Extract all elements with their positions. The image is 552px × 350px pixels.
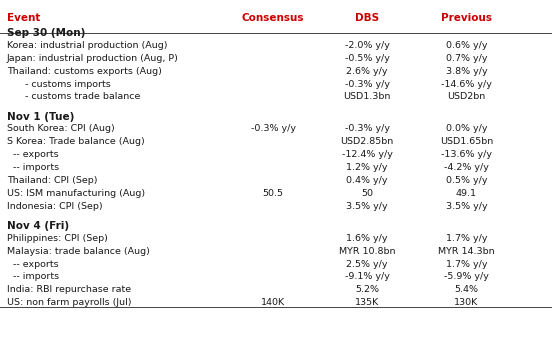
Text: 2.5% y/y: 2.5% y/y bbox=[346, 260, 388, 268]
Text: 50: 50 bbox=[361, 189, 373, 198]
Text: -- imports: -- imports bbox=[7, 163, 59, 172]
Text: -14.6% y/y: -14.6% y/y bbox=[441, 79, 492, 89]
Text: -0.3% y/y: -0.3% y/y bbox=[344, 79, 390, 89]
Text: USD1.65bn: USD1.65bn bbox=[440, 137, 493, 146]
Text: 0.5% y/y: 0.5% y/y bbox=[445, 176, 487, 185]
Text: Nov 1 (Tue): Nov 1 (Tue) bbox=[7, 112, 74, 121]
Text: 1.7% y/y: 1.7% y/y bbox=[445, 234, 487, 243]
Text: Japan: industrial production (Aug, P): Japan: industrial production (Aug, P) bbox=[7, 54, 178, 63]
Text: -5.9% y/y: -5.9% y/y bbox=[444, 272, 489, 281]
Text: 1.6% y/y: 1.6% y/y bbox=[346, 234, 388, 243]
Text: USD1.3bn: USD1.3bn bbox=[343, 92, 391, 102]
Text: -2.0% y/y: -2.0% y/y bbox=[344, 41, 390, 50]
Text: USD2.85bn: USD2.85bn bbox=[341, 137, 394, 146]
Text: Thailand: customs exports (Aug): Thailand: customs exports (Aug) bbox=[7, 66, 162, 76]
Text: -0.3% y/y: -0.3% y/y bbox=[344, 125, 390, 133]
Text: South Korea: CPI (Aug): South Korea: CPI (Aug) bbox=[7, 125, 114, 133]
Text: US: ISM manufacturing (Aug): US: ISM manufacturing (Aug) bbox=[7, 189, 145, 198]
Text: 0.7% y/y: 0.7% y/y bbox=[445, 54, 487, 63]
Text: -13.6% y/y: -13.6% y/y bbox=[441, 150, 492, 159]
Text: 3.5% y/y: 3.5% y/y bbox=[346, 202, 388, 211]
Text: DBS: DBS bbox=[355, 13, 379, 23]
Text: 5.4%: 5.4% bbox=[454, 285, 479, 294]
Text: 0.0% y/y: 0.0% y/y bbox=[445, 125, 487, 133]
Text: Thailand: CPI (Sep): Thailand: CPI (Sep) bbox=[7, 176, 97, 185]
Text: US: non farm payrolls (Jul): US: non farm payrolls (Jul) bbox=[7, 298, 131, 307]
Text: Philippines: CPI (Sep): Philippines: CPI (Sep) bbox=[7, 234, 108, 243]
Text: Previous: Previous bbox=[441, 13, 492, 23]
Text: 135K: 135K bbox=[355, 298, 379, 307]
Text: -9.1% y/y: -9.1% y/y bbox=[344, 272, 390, 281]
Text: 2.6% y/y: 2.6% y/y bbox=[346, 66, 388, 76]
Text: 5.2%: 5.2% bbox=[355, 285, 379, 294]
Text: 50.5: 50.5 bbox=[263, 189, 284, 198]
Text: Event: Event bbox=[7, 13, 40, 23]
Text: USD2bn: USD2bn bbox=[447, 92, 486, 102]
Text: 3.5% y/y: 3.5% y/y bbox=[445, 202, 487, 211]
Text: 0.6% y/y: 0.6% y/y bbox=[445, 41, 487, 50]
Text: Consensus: Consensus bbox=[242, 13, 305, 23]
Text: -- exports: -- exports bbox=[7, 150, 59, 159]
Text: 0.4% y/y: 0.4% y/y bbox=[346, 176, 388, 185]
Text: - customs imports: - customs imports bbox=[7, 79, 110, 89]
Text: India: RBI repurchase rate: India: RBI repurchase rate bbox=[7, 285, 131, 294]
Text: MYR 10.8bn: MYR 10.8bn bbox=[339, 247, 395, 256]
Text: Malaysia: trade balance (Aug): Malaysia: trade balance (Aug) bbox=[7, 247, 150, 256]
Text: 140K: 140K bbox=[261, 298, 285, 307]
Text: -0.5% y/y: -0.5% y/y bbox=[344, 54, 390, 63]
Text: Korea: industrial production (Aug): Korea: industrial production (Aug) bbox=[7, 41, 167, 50]
Text: -12.4% y/y: -12.4% y/y bbox=[342, 150, 392, 159]
Text: -0.3% y/y: -0.3% y/y bbox=[251, 125, 296, 133]
Text: MYR 14.3bn: MYR 14.3bn bbox=[438, 247, 495, 256]
Text: -- exports: -- exports bbox=[7, 260, 59, 268]
Text: Sep 30 (Mon): Sep 30 (Mon) bbox=[7, 28, 85, 38]
Text: 3.8% y/y: 3.8% y/y bbox=[445, 66, 487, 76]
Text: -4.2% y/y: -4.2% y/y bbox=[444, 163, 489, 172]
Text: Indonesia: CPI (Sep): Indonesia: CPI (Sep) bbox=[7, 202, 102, 211]
Text: S Korea: Trade balance (Aug): S Korea: Trade balance (Aug) bbox=[7, 137, 145, 146]
Text: - customs trade balance: - customs trade balance bbox=[7, 92, 140, 102]
Text: 49.1: 49.1 bbox=[456, 189, 477, 198]
Text: 1.7% y/y: 1.7% y/y bbox=[445, 260, 487, 268]
Text: -- imports: -- imports bbox=[7, 272, 59, 281]
Text: 130K: 130K bbox=[454, 298, 479, 307]
Text: Nov 4 (Fri): Nov 4 (Fri) bbox=[7, 221, 69, 231]
Text: 1.2% y/y: 1.2% y/y bbox=[346, 163, 388, 172]
